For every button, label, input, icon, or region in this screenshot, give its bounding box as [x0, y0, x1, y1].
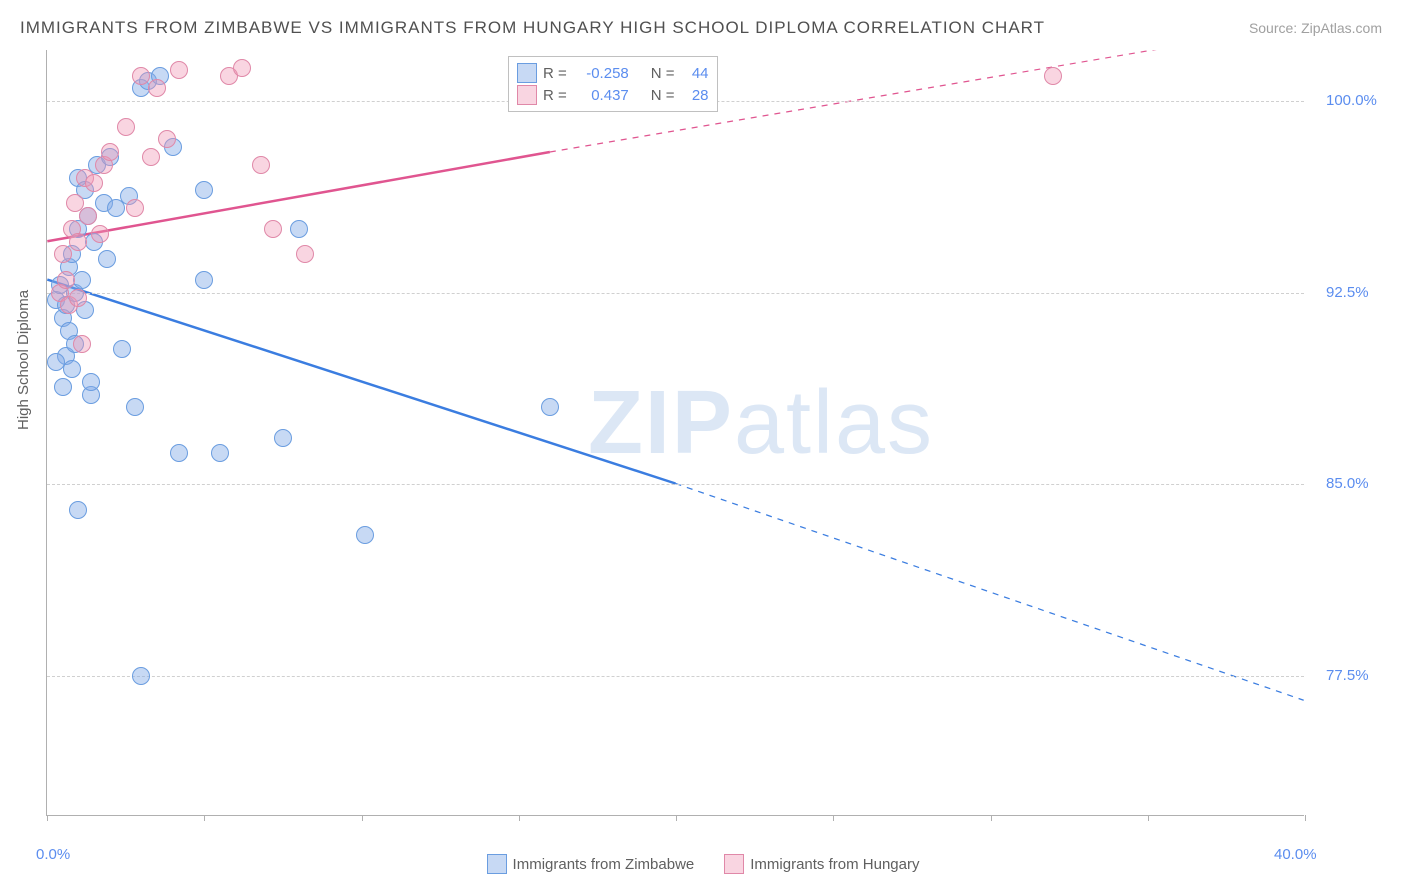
watermark-bold: ZIP	[588, 373, 734, 473]
x-tick-mark	[1305, 815, 1306, 821]
watermark: ZIPatlas	[588, 372, 934, 475]
stats-legend: R = -0.258 N = 44 R = 0.437 N = 28	[508, 56, 718, 112]
n-value-hungary: 28	[681, 87, 709, 104]
x-tick-mark	[1148, 815, 1149, 821]
plot-area: ZIPatlas	[46, 50, 1304, 816]
data-point-zimbabwe	[170, 444, 188, 462]
data-point-hungary	[91, 225, 109, 243]
y-tick-label: 85.0%	[1326, 475, 1369, 492]
x-tick-label: 40.0%	[1274, 846, 1317, 863]
data-point-hungary	[69, 233, 87, 251]
y-tick-label: 77.5%	[1326, 667, 1369, 684]
data-point-hungary	[57, 271, 75, 289]
legend-item-hungary: Immigrants from Hungary	[724, 854, 919, 874]
data-point-hungary	[79, 207, 97, 225]
data-point-hungary	[132, 67, 150, 85]
data-point-hungary	[148, 79, 166, 97]
stats-row-hungary: R = 0.437 N = 28	[517, 85, 709, 105]
data-point-hungary	[73, 335, 91, 353]
trend-dashed-zimbabwe	[676, 484, 1304, 701]
n-label: N =	[651, 87, 675, 104]
x-tick-mark	[204, 815, 205, 821]
data-point-zimbabwe	[47, 353, 65, 371]
x-tick-mark	[676, 815, 677, 821]
gridline	[47, 484, 1304, 485]
r-label: R =	[543, 87, 567, 104]
x-tick-mark	[519, 815, 520, 821]
r-label: R =	[543, 65, 567, 82]
r-value-zimbabwe: -0.258	[573, 65, 629, 82]
legend-swatch-hungary	[724, 854, 744, 874]
data-point-hungary	[126, 199, 144, 217]
legend-item-zimbabwe: Immigrants from Zimbabwe	[487, 854, 695, 874]
data-point-zimbabwe	[356, 526, 374, 544]
data-point-zimbabwe	[82, 373, 100, 391]
data-point-hungary	[1044, 67, 1062, 85]
series-legend: Immigrants from Zimbabwe Immigrants from …	[0, 854, 1406, 874]
gridline	[47, 293, 1304, 294]
x-tick-mark	[47, 815, 48, 821]
data-point-hungary	[158, 130, 176, 148]
y-axis-label: High School Diploma	[15, 290, 32, 430]
legend-label-hungary: Immigrants from Hungary	[750, 856, 919, 873]
data-point-hungary	[142, 148, 160, 166]
data-point-zimbabwe	[69, 501, 87, 519]
data-point-zimbabwe	[274, 429, 292, 447]
data-point-hungary	[264, 220, 282, 238]
trend-solid-zimbabwe	[47, 280, 675, 484]
x-tick-label: 0.0%	[36, 846, 70, 863]
watermark-light: atlas	[734, 373, 934, 473]
data-point-hungary	[101, 143, 119, 161]
data-point-zimbabwe	[195, 181, 213, 199]
chart-title: IMMIGRANTS FROM ZIMBABWE VS IMMIGRANTS F…	[20, 18, 1045, 38]
data-point-zimbabwe	[290, 220, 308, 238]
data-point-zimbabwe	[63, 360, 81, 378]
stats-row-zimbabwe: R = -0.258 N = 44	[517, 63, 709, 83]
trend-lines-layer	[47, 50, 1304, 815]
data-point-hungary	[69, 289, 87, 307]
legend-label-zimbabwe: Immigrants from Zimbabwe	[513, 856, 695, 873]
n-value-zimbabwe: 44	[681, 65, 709, 82]
legend-swatch-zimbabwe	[487, 854, 507, 874]
data-point-zimbabwe	[541, 398, 559, 416]
data-point-zimbabwe	[126, 398, 144, 416]
data-point-zimbabwe	[54, 378, 72, 396]
n-label: N =	[651, 65, 675, 82]
y-tick-label: 100.0%	[1326, 92, 1377, 109]
data-point-hungary	[233, 59, 251, 77]
x-tick-mark	[991, 815, 992, 821]
data-point-hungary	[170, 61, 188, 79]
r-value-hungary: 0.437	[573, 87, 629, 104]
data-point-hungary	[54, 245, 72, 263]
x-tick-mark	[833, 815, 834, 821]
data-point-hungary	[252, 156, 270, 174]
gridline	[47, 676, 1304, 677]
data-point-zimbabwe	[195, 271, 213, 289]
data-point-hungary	[85, 174, 103, 192]
data-point-zimbabwe	[132, 667, 150, 685]
data-point-hungary	[296, 245, 314, 263]
data-point-hungary	[117, 118, 135, 136]
data-point-zimbabwe	[211, 444, 229, 462]
data-point-zimbabwe	[113, 340, 131, 358]
y-tick-label: 92.5%	[1326, 284, 1369, 301]
data-point-zimbabwe	[73, 271, 91, 289]
data-point-zimbabwe	[98, 250, 116, 268]
swatch-zimbabwe	[517, 63, 537, 83]
x-tick-mark	[362, 815, 363, 821]
correlation-chart: IMMIGRANTS FROM ZIMBABWE VS IMMIGRANTS F…	[0, 0, 1406, 892]
source-label: Source: ZipAtlas.com	[1249, 20, 1382, 36]
swatch-hungary	[517, 85, 537, 105]
